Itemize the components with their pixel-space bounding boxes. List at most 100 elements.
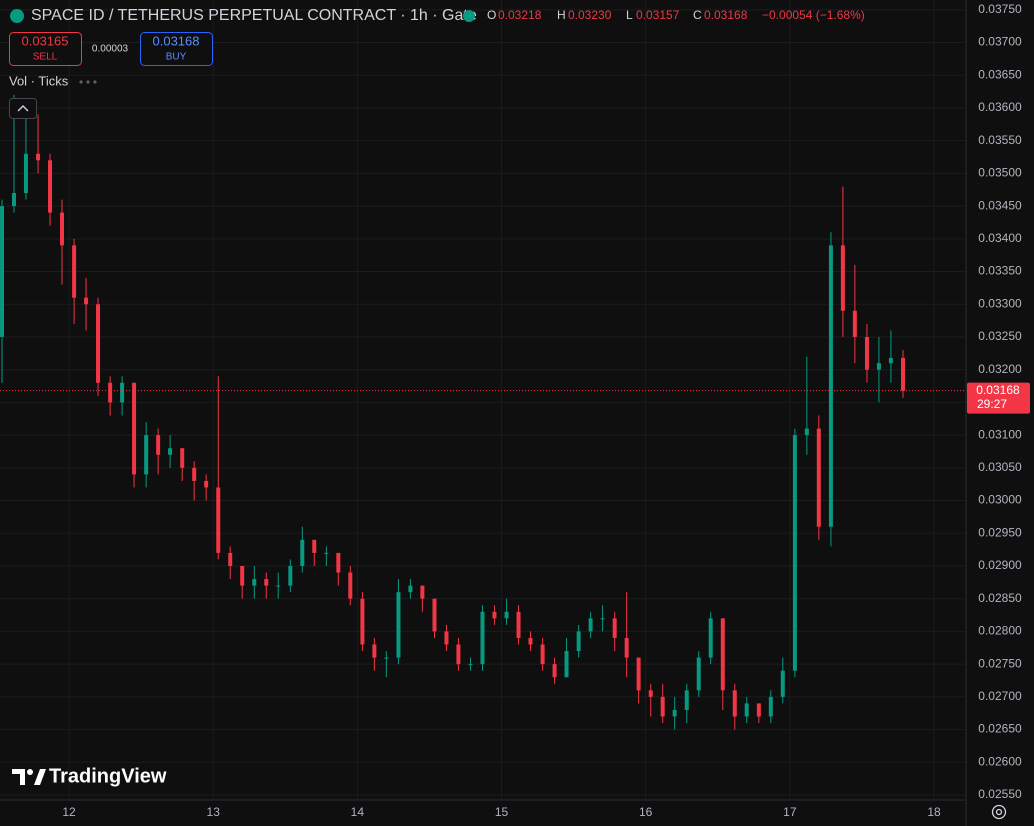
candle-body	[720, 618, 725, 691]
ohlc-label: L	[626, 8, 633, 22]
candle-body	[72, 245, 77, 298]
candle-body	[480, 611, 485, 665]
indicator-label[interactable]: Vol · Ticks	[9, 73, 69, 88]
sell-price[interactable]: 0.03165	[22, 33, 69, 48]
y-tick-label: 0.03600	[978, 100, 1022, 114]
candle-body	[192, 467, 197, 481]
candle-body	[901, 357, 906, 391]
candle-body	[840, 245, 845, 311]
candle-body	[240, 565, 245, 586]
candle-body	[144, 435, 149, 475]
y-tick-label: 0.03250	[978, 329, 1022, 343]
candle-body	[696, 657, 701, 691]
ohlc-change: −0.00054 (−1.68%)	[762, 8, 865, 22]
candle-body	[132, 382, 137, 475]
x-tick-label: 17	[783, 805, 797, 819]
candle-body	[36, 153, 41, 161]
candle-body	[216, 487, 221, 553]
candle-body	[59, 212, 64, 246]
candle-body	[576, 631, 581, 652]
candle-body	[156, 435, 161, 455]
candle-body	[816, 428, 821, 527]
candle-body	[600, 618, 605, 620]
chart-title[interactable]: SPACE ID / TETHERUS PERPETUAL CONTRACT ·…	[31, 7, 477, 24]
candle-body	[876, 363, 881, 370]
candle-body	[168, 448, 173, 455]
ohlc-label: C	[693, 8, 702, 22]
x-tick-label: 18	[927, 805, 941, 819]
candle-body	[408, 585, 413, 593]
x-tick-label: 12	[62, 805, 76, 819]
candle-body	[180, 448, 185, 468]
candle-body	[624, 637, 629, 658]
candle-body	[468, 664, 473, 666]
y-tick-label: 0.03650	[978, 67, 1022, 81]
candle-body	[732, 690, 737, 717]
candle-body	[11, 193, 16, 207]
candle-body	[48, 160, 53, 213]
candle-body	[588, 618, 593, 632]
candle-body	[288, 565, 293, 586]
candle-body	[672, 709, 677, 717]
y-tick-label: 0.02800	[978, 624, 1022, 638]
candle-body	[360, 598, 365, 645]
candle-body	[336, 552, 341, 573]
candle-body	[516, 611, 521, 638]
y-tick-label: 0.03050	[978, 460, 1022, 474]
y-tick-label: 0.02600	[978, 754, 1022, 768]
candle-body	[552, 664, 557, 678]
candle-body	[888, 357, 893, 364]
candle-body	[564, 651, 569, 678]
candle-body	[252, 579, 257, 586]
buy-button[interactable]	[140, 32, 213, 66]
candle-body	[432, 598, 437, 632]
candle-body	[756, 703, 761, 717]
candle-body	[444, 631, 449, 645]
ohlc-value: 0.03157	[636, 8, 680, 22]
candle-body	[204, 480, 209, 488]
logo-icon	[12, 769, 46, 785]
candle-body	[804, 428, 809, 436]
symbol-icon[interactable]	[10, 9, 24, 23]
candle-body	[0, 206, 5, 337]
sell-button[interactable]	[9, 32, 82, 66]
candle-body	[228, 552, 233, 566]
collapse-button[interactable]	[9, 98, 37, 119]
x-tick-label: 16	[639, 805, 653, 819]
logo: TradingView	[49, 765, 167, 787]
y-tick-label: 0.02850	[978, 591, 1022, 605]
indicator-menu[interactable]	[79, 80, 97, 84]
candle-body	[780, 670, 785, 697]
ohlc-label: H	[557, 8, 566, 22]
candle-body	[120, 382, 125, 403]
x-tick-label: 13	[207, 805, 221, 819]
ohlc-value: 0.03168	[704, 8, 748, 22]
y-tick-label: 0.03300	[978, 296, 1022, 310]
y-tick-label: 0.02700	[978, 689, 1022, 703]
candle-body	[420, 585, 425, 599]
y-tick-label: 0.02750	[978, 656, 1022, 670]
spread: 0.00003	[92, 44, 129, 55]
candle-body	[864, 336, 869, 370]
y-tick-label: 0.03200	[978, 362, 1022, 376]
buy-label[interactable]: BUY	[166, 52, 187, 63]
y-tick-label: 0.02650	[978, 722, 1022, 736]
x-tick-label: 15	[495, 805, 509, 819]
candle-body	[744, 703, 749, 717]
grid	[0, 0, 966, 800]
candle-body	[648, 690, 653, 697]
y-tick-label: 0.02550	[978, 787, 1022, 801]
ohlc-value: 0.03218	[498, 8, 542, 22]
sell-label[interactable]: SELL	[33, 52, 58, 63]
candle-body	[768, 696, 773, 717]
buy-price[interactable]: 0.03168	[153, 33, 200, 48]
settings-icon[interactable]	[991, 804, 1007, 820]
status-dot	[463, 10, 475, 22]
candle-body	[396, 592, 401, 658]
candle-body	[96, 304, 101, 383]
candle-body	[384, 657, 389, 659]
y-tick-label: 0.03750	[978, 2, 1022, 16]
y-tick-label: 0.03500	[978, 166, 1022, 180]
